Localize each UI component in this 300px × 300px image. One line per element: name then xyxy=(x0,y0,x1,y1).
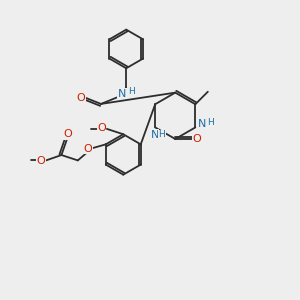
Text: H: H xyxy=(128,87,135,96)
Text: O: O xyxy=(36,156,45,166)
Text: O: O xyxy=(76,93,85,103)
Text: O: O xyxy=(193,134,201,144)
Text: H: H xyxy=(158,130,165,139)
Text: N: N xyxy=(118,88,126,98)
Text: N: N xyxy=(198,119,206,129)
Text: H: H xyxy=(207,118,214,127)
Text: O: O xyxy=(83,143,92,154)
Text: O: O xyxy=(97,123,106,133)
Text: N: N xyxy=(150,130,159,140)
Text: O: O xyxy=(63,129,72,139)
